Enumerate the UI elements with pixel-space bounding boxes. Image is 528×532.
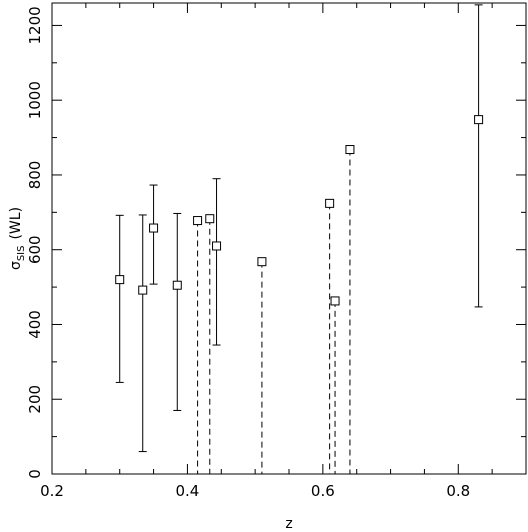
y-tick-label: 600 bbox=[26, 235, 44, 264]
data-markers bbox=[115, 115, 484, 306]
data-point bbox=[257, 257, 267, 267]
x-tick-label: 0.6 bbox=[311, 482, 335, 500]
y-tick-label: 0 bbox=[26, 469, 44, 479]
data-point bbox=[138, 285, 148, 295]
data-point bbox=[325, 198, 335, 208]
y-axis-label-subscript: SIS bbox=[16, 246, 27, 262]
error-bars bbox=[115, 4, 483, 474]
y-axis-label: σSIS (WL) bbox=[8, 207, 27, 270]
data-point bbox=[193, 216, 203, 226]
y-tick-label: 1000 bbox=[26, 81, 44, 119]
data-point bbox=[330, 296, 340, 306]
data-point bbox=[212, 241, 222, 251]
plot-frame bbox=[51, 2, 527, 475]
data-point bbox=[345, 145, 355, 155]
y-tick-label: 200 bbox=[26, 385, 44, 414]
y-tick-label: 1200 bbox=[26, 6, 44, 44]
data-point bbox=[205, 214, 215, 224]
y-tick-label: 400 bbox=[26, 310, 44, 339]
data-point bbox=[474, 115, 484, 125]
axis-ticks bbox=[51, 3, 527, 475]
x-axis-label: z bbox=[285, 516, 292, 532]
y-tick-label: 800 bbox=[26, 161, 44, 190]
data-point bbox=[149, 223, 159, 233]
y-axis-label-symbol: σ bbox=[8, 261, 24, 270]
x-tick-label: 0.4 bbox=[175, 482, 199, 500]
data-point bbox=[115, 275, 125, 285]
x-tick-label: 0.8 bbox=[446, 482, 470, 500]
axis-tick-labels: 0.2 0.4 0.6 0.8 0 200 400 600 800 1000 1200 bbox=[26, 6, 470, 500]
data-point bbox=[172, 280, 182, 290]
y-axis-label-suffix: (WL) bbox=[8, 207, 24, 240]
x-tick-label: 0.2 bbox=[40, 482, 64, 500]
